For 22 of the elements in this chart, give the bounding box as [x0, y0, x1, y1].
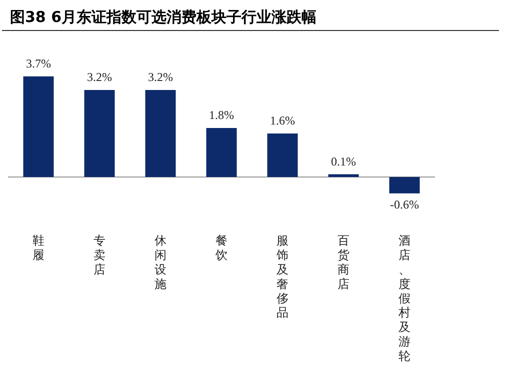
chart-title: 图38 6月东证指数可选消费板块子行业涨跌幅: [2, 0, 499, 31]
x-tick-label: 服饰及奢侈品: [276, 234, 288, 320]
bar: [23, 76, 54, 177]
data-label: 3.7%: [26, 56, 51, 71]
data-label: -0.6%: [390, 197, 419, 212]
data-label: 3.2%: [87, 70, 112, 84]
x-tick-label: 餐饮: [214, 234, 228, 262]
data-label: 1.6%: [270, 114, 295, 128]
x-tick-label: 百货商店: [338, 234, 350, 291]
bar: [328, 174, 359, 177]
bar: [267, 133, 298, 177]
data-label: 0.1%: [331, 154, 356, 168]
bar: [84, 90, 115, 177]
bar: [389, 177, 420, 194]
data-label: 1.8%: [209, 108, 234, 122]
x-tick-label: 专卖店: [94, 234, 106, 277]
bar: [145, 90, 176, 177]
data-label: 3.2%: [148, 70, 173, 84]
x-tick-label: 休闲设施: [154, 234, 166, 291]
category-label: 酒店、度假村及游轮: [398, 234, 410, 363]
bar: [206, 128, 237, 177]
x-tick-label: 鞋履: [32, 234, 44, 262]
